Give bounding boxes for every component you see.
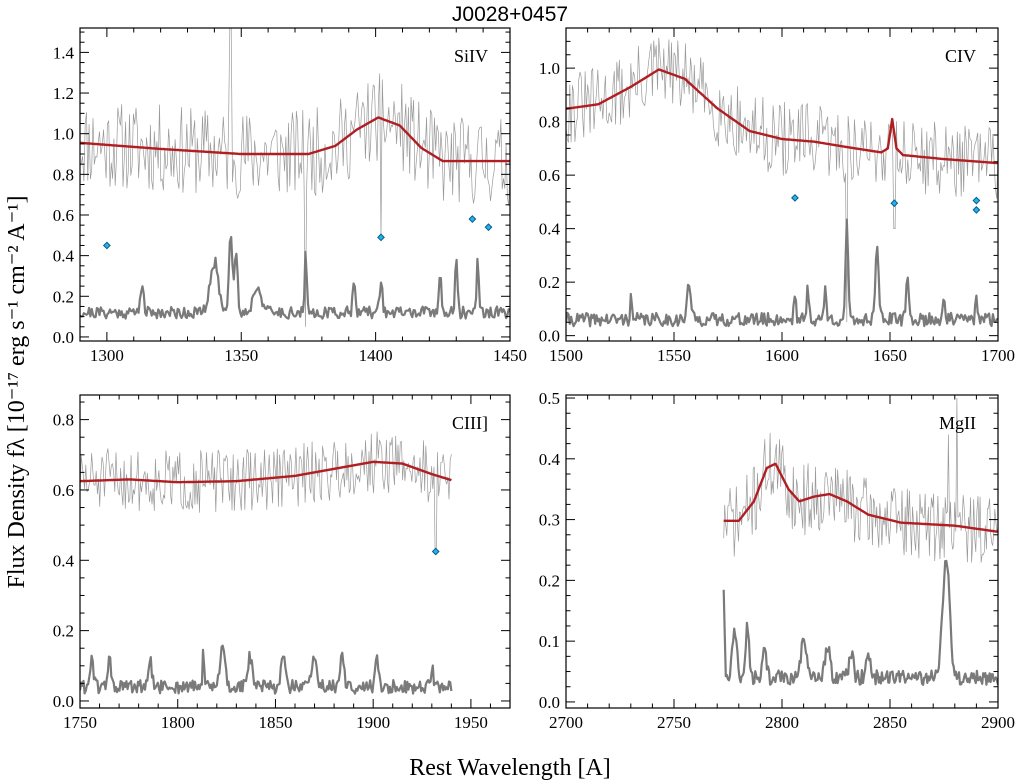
y-tick-label: 0.8 <box>53 165 74 184</box>
x-tick-label: 1850 <box>258 713 292 732</box>
y-tick-label: 0.0 <box>539 327 560 346</box>
x-tick-label: 1350 <box>224 346 258 365</box>
absorber-marker-2 <box>972 196 981 205</box>
y-tick-label: 0.2 <box>539 273 560 292</box>
x-tick-label: 2750 <box>657 713 691 732</box>
y-tick-label: 0.6 <box>539 166 560 185</box>
x-tick-label: 2700 <box>549 713 583 732</box>
y-tick-label: 0.6 <box>53 206 74 225</box>
panel-ciii: 1750 1800 1850 1900 1950 0.0 0.2 0.4 0.6 0.8 CIII] <box>53 394 511 732</box>
y-tick-label: 1.4 <box>53 43 75 62</box>
observed-spectrum <box>80 28 510 327</box>
y-tick-label: 0.0 <box>53 692 74 711</box>
panel-label: SiIV <box>454 46 488 66</box>
y-tick-label: 0.2 <box>539 571 560 590</box>
absorber-marker-1 <box>890 199 899 208</box>
y-tick-label: 0.8 <box>53 411 74 430</box>
y-tick-label: 0.3 <box>539 511 560 530</box>
x-tick-label: 1300 <box>90 346 124 365</box>
figure-title: J0028+0457 <box>452 3 568 26</box>
x-tick-label: 2800 <box>765 713 799 732</box>
observed-spectrum <box>566 37 998 323</box>
absorber-marker-1 <box>377 233 385 242</box>
panels: 1300 1350 1400 1450 0.0 0.2 0.4 0.6 0.8 1.0 1.2 1.4… <box>53 27 1015 732</box>
x-tick-label: 1800 <box>161 713 195 732</box>
plot-area <box>566 37 998 328</box>
x-tick-label: 1900 <box>356 713 390 732</box>
y-tick-label: 1.2 <box>53 84 74 103</box>
y-tick-label: 0.1 <box>539 632 560 651</box>
model-fit <box>566 68 998 165</box>
plot-frame <box>565 394 999 709</box>
y-tick-label: 0.2 <box>53 622 74 641</box>
model-fit <box>80 116 510 163</box>
y-tick-label: 0.0 <box>539 693 560 712</box>
y-tick-label: 0.8 <box>539 113 560 132</box>
panel-label: CIV <box>945 46 976 66</box>
x-tick-label: 1500 <box>549 346 583 365</box>
observed-spectrum <box>80 431 452 554</box>
y-axis-title: Flux Density fλ [10⁻¹⁷ erg s⁻¹ cm⁻² A⁻¹] <box>4 196 30 589</box>
x-tick-label: 1700 <box>981 346 1015 365</box>
absorber-marker-0 <box>102 241 111 250</box>
plot-area <box>80 431 453 695</box>
y-tick-label: 0.2 <box>53 287 74 306</box>
x-tick-label: 1550 <box>657 346 691 365</box>
error-spectrum <box>566 218 998 328</box>
panel-mgii: 2700 2750 2800 2850 2900 0.0 0.1 0.2 0.3 0.4 0.5 Mg… <box>539 389 1015 732</box>
x-tick-label: 2900 <box>981 713 1015 732</box>
panel-civ: 1500 1550 1600 1650 1700 0.0 0.2 0.4 0.6 0.8 1.0 CI… <box>539 27 1015 365</box>
y-tick-label: 0.4 <box>539 220 561 239</box>
x-tick-label: 1650 <box>873 346 907 365</box>
x-tick-label: 1950 <box>454 713 488 732</box>
observed-spectrum <box>723 397 998 563</box>
error-spectrum <box>80 235 510 320</box>
absorber-marker-3 <box>484 223 493 232</box>
x-tick-label: 1750 <box>63 713 97 732</box>
absorber-marker-0 <box>791 193 799 202</box>
y-tick-label: 0.5 <box>539 389 560 408</box>
panel-siiv: 1300 1350 1400 1450 0.0 0.2 0.4 0.6 0.8 1.0 1.2 1.4… <box>53 27 527 365</box>
panel-label: CIII] <box>452 413 488 433</box>
y-tick-label: 0.4 <box>53 247 75 266</box>
y-tick-label: 0.4 <box>53 551 75 570</box>
error-spectrum <box>80 644 453 695</box>
error-spectrum <box>722 559 998 686</box>
y-tick-label: 0.0 <box>53 328 74 347</box>
y-tick-label: 1.0 <box>539 59 560 78</box>
x-axis-title: Rest Wavelength [A] <box>409 755 611 781</box>
y-tick-label: 0.6 <box>53 481 74 500</box>
absorber-marker-3 <box>972 206 981 214</box>
y-tick-label: 0.4 <box>539 450 561 469</box>
absorber-marker-2 <box>468 215 477 223</box>
plot-frame <box>79 394 511 709</box>
plot-area <box>80 28 510 327</box>
plot-area <box>722 397 998 686</box>
x-tick-label: 2850 <box>873 713 907 732</box>
x-tick-label: 1600 <box>765 346 799 365</box>
absorber-marker-0 <box>431 547 440 556</box>
panel-label: MgII <box>939 413 976 433</box>
y-tick-label: 1.0 <box>53 125 74 144</box>
model-fit <box>80 460 452 484</box>
model-fit <box>723 462 998 533</box>
x-tick-label: 1450 <box>493 346 527 365</box>
x-tick-label: 1400 <box>359 346 393 365</box>
